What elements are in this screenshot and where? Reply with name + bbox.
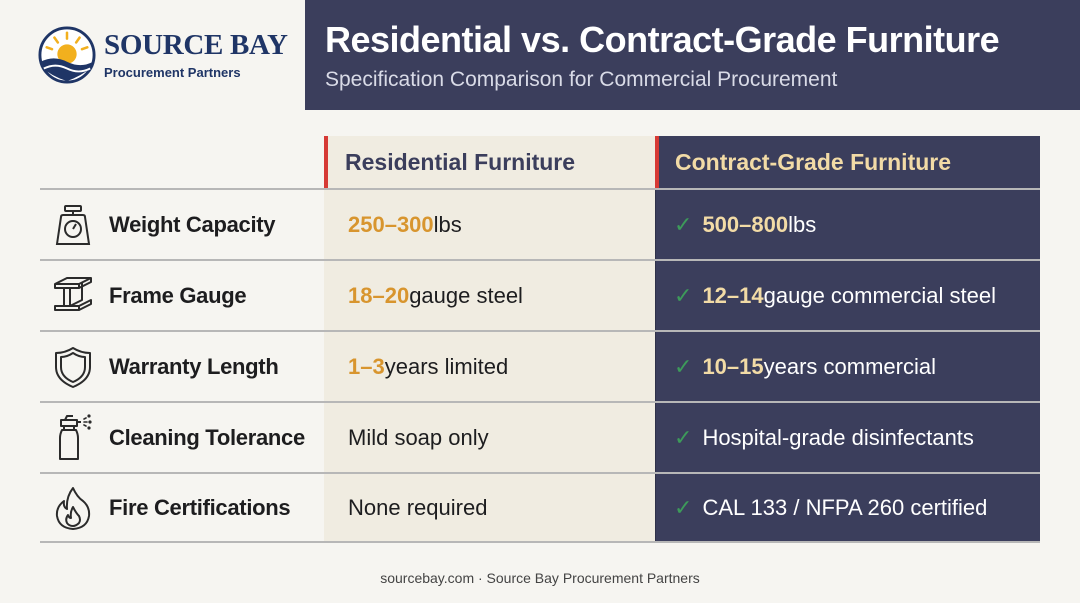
residential-value-text: gauge steel <box>409 282 523 308</box>
residential-column-header: Residential Furniture <box>324 136 655 188</box>
residential-value-number: 18–20 <box>348 282 410 308</box>
table-row: Weight Capacity 250–300 lbs ✓ 500–800 lbs <box>40 188 1040 259</box>
table-row: Warranty Length 1–3 years limited ✓ 10–15… <box>40 330 1040 401</box>
residential-value-number: 1–3 <box>348 353 385 379</box>
contract-value-text: gauge commercial steel <box>763 282 996 308</box>
row-label-cell: Weight Capacity <box>40 190 324 259</box>
check-icon: ✓ <box>674 494 693 520</box>
row-label-cell: Frame Gauge <box>40 261 324 330</box>
contract-value: ✓ 10–15 years commercial <box>655 332 1040 401</box>
residential-value: Mild soap only <box>324 403 655 472</box>
footer-text: sourcebay.com · Source Bay Procurement P… <box>380 570 700 586</box>
row-label-cell: Fire Certifications <box>40 474 324 541</box>
contract-value-text: CAL 133 / NFPA 260 certified <box>702 494 988 520</box>
steel-beam-icon <box>51 274 95 318</box>
residential-value-number: 250–300 <box>348 211 434 237</box>
row-label: Frame Gauge <box>109 282 247 308</box>
sun-wave-logo-icon <box>38 26 96 84</box>
header-band: Residential vs. Contract-Grade Furniture… <box>305 0 1080 110</box>
residential-value-text: Mild soap only <box>348 424 489 450</box>
contract-value-text: lbs <box>788 211 817 237</box>
contract-column-header: Contract-Grade Furniture <box>655 136 1040 188</box>
residential-value-text: lbs <box>433 211 462 237</box>
check-icon: ✓ <box>674 424 693 450</box>
row-label: Cleaning Tolerance <box>109 424 305 450</box>
contract-value-number: 12–14 <box>702 282 764 308</box>
contract-value-number: 10–15 <box>702 353 764 379</box>
comparison-table: Residential Furniture Contract-Grade Fur… <box>40 136 1040 543</box>
spray-bottle-icon <box>51 413 95 460</box>
brand-tagline: Procurement Partners <box>104 64 241 80</box>
contract-value-text: years commercial <box>763 353 936 379</box>
contract-value: ✓ CAL 133 / NFPA 260 certified <box>655 474 1040 541</box>
brand-logo: SOURCE BAY Procurement Partners <box>0 0 305 110</box>
check-icon: ✓ <box>674 353 693 379</box>
scale-icon <box>51 203 95 247</box>
row-label-cell: Cleaning Tolerance <box>40 403 324 472</box>
check-icon: ✓ <box>674 211 693 237</box>
table-row: Fire Certifications None required ✓ CAL 1… <box>40 472 1040 543</box>
column-header-row: Residential Furniture Contract-Grade Fur… <box>40 136 1040 188</box>
brand-name: SOURCE BAY <box>104 28 288 61</box>
contract-value: ✓ 500–800 lbs <box>655 190 1040 259</box>
residential-value: 250–300 lbs <box>324 190 655 259</box>
page-subtitle: Specification Comparison for Commercial … <box>325 67 838 91</box>
residential-value: 1–3 years limited <box>324 332 655 401</box>
row-label: Weight Capacity <box>109 211 276 237</box>
residential-value-text: None required <box>348 494 488 520</box>
row-label-cell: Warranty Length <box>40 332 324 401</box>
table-row: Cleaning Tolerance Mild soap only ✓ Hospi… <box>40 401 1040 472</box>
row-label: Warranty Length <box>109 353 279 379</box>
contract-value-number: 500–800 <box>702 211 789 237</box>
table-row: Frame Gauge 18–20 gauge steel ✓ 12–14 gau… <box>40 259 1040 330</box>
row-label: Fire Certifications <box>109 494 291 520</box>
contract-value: ✓ 12–14 gauge commercial steel <box>655 261 1040 330</box>
contract-value: ✓ Hospital-grade disinfectants <box>655 403 1040 472</box>
residential-value-text: years limited <box>384 353 509 379</box>
residential-value: 18–20 gauge steel <box>324 261 655 330</box>
residential-value: None required <box>324 474 655 541</box>
check-icon: ✓ <box>674 282 693 308</box>
contract-value-text: Hospital-grade disinfectants <box>702 424 974 450</box>
page-title: Residential vs. Contract-Grade Furniture <box>325 19 1000 60</box>
flame-icon <box>51 486 95 530</box>
shield-icon <box>51 345 95 389</box>
